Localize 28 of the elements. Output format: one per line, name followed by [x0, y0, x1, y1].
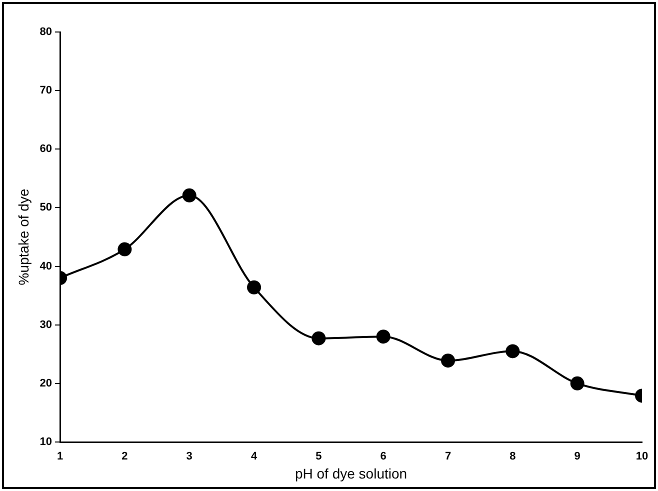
- y-tick-label: 10: [40, 436, 52, 448]
- point: [506, 344, 520, 358]
- y-tick-label: 40: [40, 260, 52, 272]
- x-tick-label: 8: [510, 450, 516, 463]
- x-tick-label: 5: [316, 450, 322, 463]
- point: [312, 331, 326, 346]
- y-axis-title: %uptake of dye: [15, 188, 32, 286]
- y-tick-label: 70: [40, 84, 52, 97]
- y-tick-label: 30: [40, 318, 52, 331]
- x-tick-label: 2: [122, 450, 128, 463]
- point: [118, 242, 132, 256]
- x-tick-label: 9: [574, 450, 580, 463]
- y-tick-label: 20: [40, 377, 52, 390]
- y-tick-label: 50: [40, 202, 52, 214]
- point: [441, 354, 456, 368]
- x-tick-label: 6: [380, 450, 386, 463]
- point: [247, 280, 262, 294]
- y-tick-label: 80: [40, 26, 52, 38]
- x-tick-label: 3: [186, 450, 192, 463]
- y-tick-label: 60: [40, 143, 52, 156]
- x-tick-label: 4: [250, 450, 258, 463]
- x-tick-label: 1: [56, 450, 64, 463]
- x-tick-label: 10: [636, 450, 648, 463]
- point: [182, 188, 196, 202]
- x-tick-label: 7: [444, 450, 452, 463]
- point: [570, 376, 584, 390]
- point: [376, 330, 390, 344]
- x-axis-title: pH of dye solution: [294, 465, 408, 482]
